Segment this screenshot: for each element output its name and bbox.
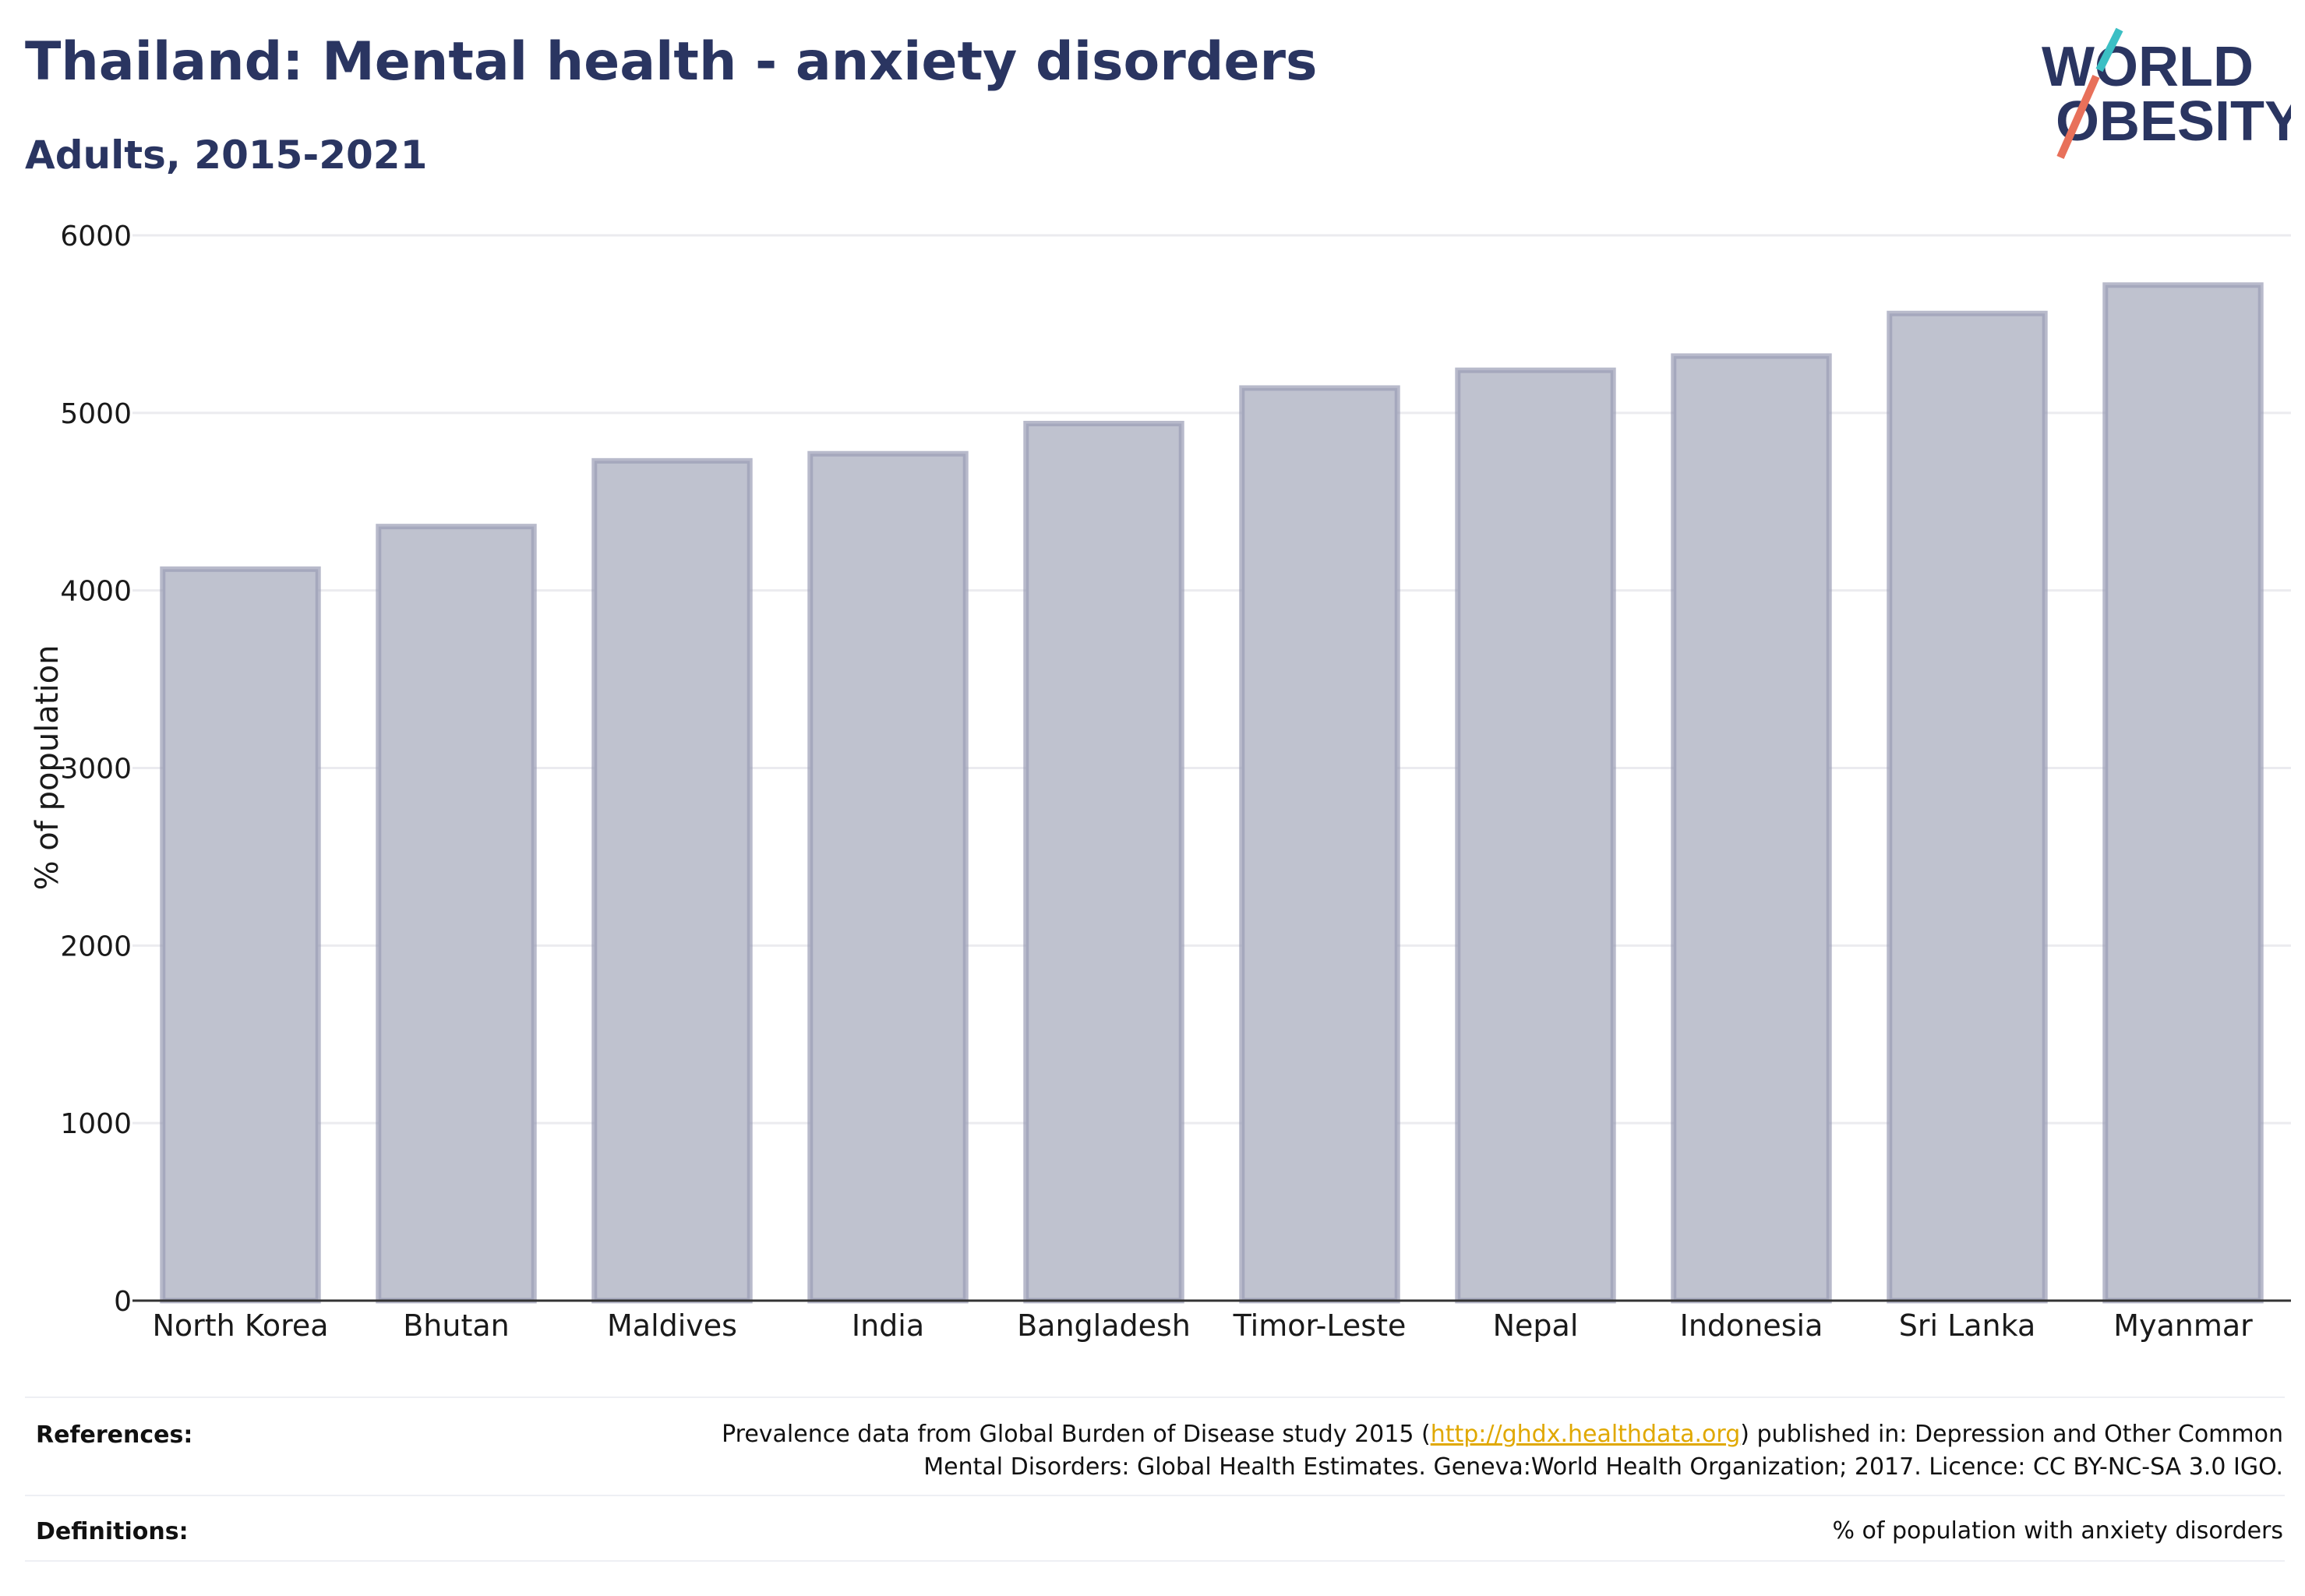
x-axis-ticks: North Korea Bhutan Maldives India Bangladesh… bbox=[152, 1308, 2253, 1343]
references-link[interactable]: http://ghdx.healthdata.org bbox=[1430, 1421, 1741, 1448]
y-tick-label: 1000 bbox=[60, 1108, 132, 1140]
x-tick-label: Indonesia bbox=[1680, 1308, 1823, 1343]
divider bbox=[25, 1495, 2285, 1496]
x-tick-label: Myanmar bbox=[2113, 1308, 2253, 1343]
world-obesity-logo: WORLD OBESITY bbox=[2042, 27, 2291, 160]
x-tick-label: North Korea bbox=[152, 1308, 328, 1343]
chart-subtitle: Adults, 2015-2021 bbox=[25, 132, 428, 178]
definitions-text: % of population with anxiety disorders bbox=[1832, 1517, 2283, 1545]
logo-slash-top bbox=[2095, 27, 2123, 72]
bar-nepal bbox=[1455, 367, 1616, 1304]
logo-line1: WORLD bbox=[2042, 36, 2254, 98]
x-tick-label: Bhutan bbox=[403, 1308, 510, 1343]
divider bbox=[25, 1560, 2285, 1562]
y-tick-label: 2000 bbox=[60, 930, 132, 962]
x-tick-label: Sri Lanka bbox=[1899, 1308, 2036, 1343]
y-axis-label: % of population bbox=[30, 645, 65, 891]
references-label: References: bbox=[36, 1421, 193, 1449]
bar-myanmar bbox=[2102, 282, 2264, 1304]
x-tick-label: Timor-Leste bbox=[1233, 1308, 1407, 1343]
x-tick-label: Bangladesh bbox=[1017, 1308, 1191, 1343]
y-tick-label: 5000 bbox=[60, 398, 132, 430]
y-tick-label: 4000 bbox=[60, 576, 132, 608]
bar-india bbox=[807, 450, 969, 1304]
bar-maldives bbox=[591, 457, 753, 1304]
bar-bangladesh bbox=[1023, 421, 1184, 1304]
y-tick-label: 6000 bbox=[60, 221, 132, 252]
definitions-label: Definitions: bbox=[36, 1518, 189, 1545]
y-tick-label: 0 bbox=[114, 1286, 132, 1318]
bars bbox=[160, 282, 2264, 1304]
y-tick-label: 3000 bbox=[60, 754, 132, 786]
bar-bhutan bbox=[376, 524, 537, 1304]
x-tick-label: Nepal bbox=[1493, 1308, 1579, 1343]
bar-north-korea bbox=[160, 566, 321, 1304]
bar-chart: 0 1000 2000 3000 4000 5000 6000 North Korea Bhu… bbox=[30, 221, 2291, 1343]
y-axis-ticks: 0 1000 2000 3000 4000 5000 6000 bbox=[60, 221, 132, 1318]
divider bbox=[25, 1396, 2285, 1398]
logo-slash-bottom bbox=[2056, 74, 2100, 160]
bar-indonesia bbox=[1671, 353, 1832, 1304]
bar-timor-leste bbox=[1239, 385, 1400, 1304]
logo-line2: OBESITY bbox=[2056, 90, 2291, 153]
x-tick-label: India bbox=[852, 1308, 924, 1343]
x-tick-label: Maldives bbox=[607, 1308, 737, 1343]
references-text: Prevalence data from Global Burden of Di… bbox=[722, 1421, 2283, 1481]
bar-sri-lanka bbox=[1887, 310, 2048, 1304]
chart-title: Thailand: Mental health - anxiety disord… bbox=[25, 31, 1318, 93]
